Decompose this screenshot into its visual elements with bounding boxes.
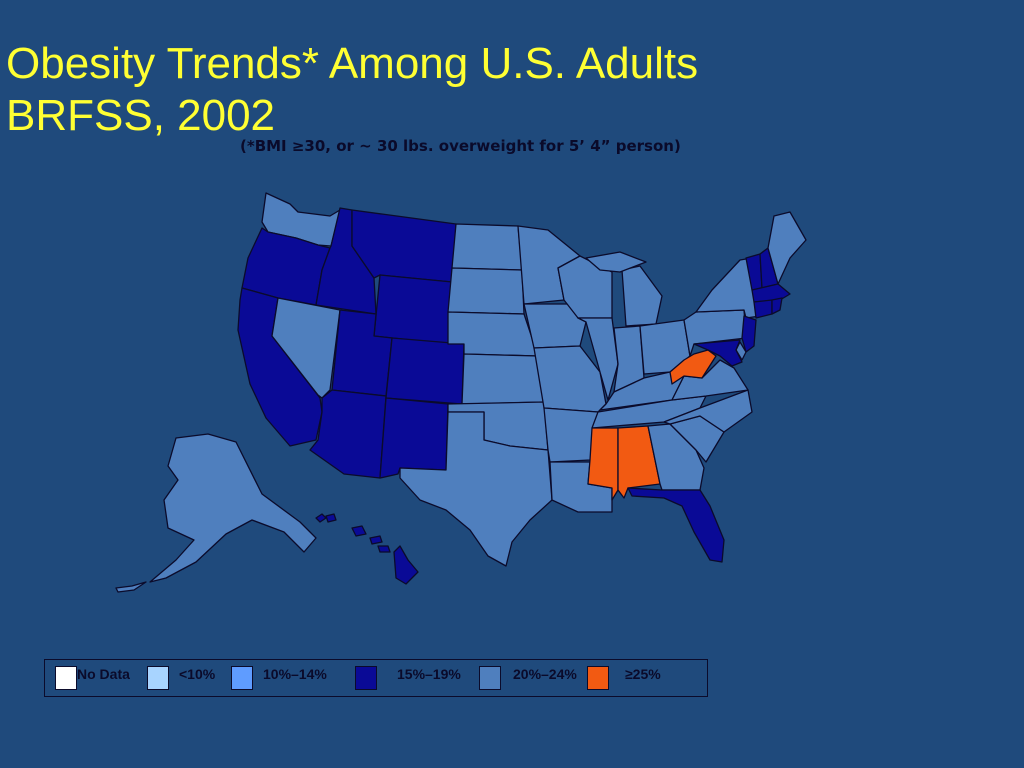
state-ak: [149, 433, 317, 583]
map-legend: No Data <10% 10%–14% 15%–19% 20%–24% ≥25…: [44, 659, 708, 697]
legend-label: ≥25%: [625, 666, 661, 682]
state-co: [385, 337, 465, 405]
legend-swatch: [147, 666, 169, 690]
state-fl: [627, 487, 725, 563]
state-hi: [315, 513, 419, 585]
title-line-1: Obesity Trends* Among U.S. Adults: [6, 39, 699, 88]
page-title: Obesity Trends* Among U.S. Adults BRFSS,…: [6, 38, 698, 142]
state-wv: [669, 349, 717, 385]
title-line-2: BRFSS, 2002: [6, 91, 276, 140]
state-az: [309, 389, 387, 479]
legend-swatch: [479, 666, 501, 690]
state-me: [767, 211, 807, 285]
legend-swatch: [355, 666, 377, 690]
legend-label: <10%: [179, 666, 216, 682]
legend-label: 15%–19%: [397, 666, 461, 682]
state-ak-chain: [115, 581, 147, 593]
state-tx: [399, 411, 553, 567]
state-nc: [663, 389, 753, 433]
bmi-footnote: (*BMI ≥30, or ~ 30 lbs. overweight for 5…: [240, 137, 681, 155]
state-ma: [751, 283, 791, 303]
state-wy: [373, 274, 453, 345]
state-nd: [451, 223, 523, 271]
state-ri: [771, 297, 783, 315]
state-ks: [461, 353, 545, 405]
legend-label: No Data: [77, 666, 130, 682]
state-mi: [621, 265, 663, 327]
state-ar: [543, 407, 599, 463]
state-mi-up: [585, 251, 647, 273]
legend-label: 10%–14%: [263, 666, 327, 682]
legend-swatch: [231, 666, 253, 690]
state-sd: [447, 267, 525, 315]
legend-swatch: [587, 666, 609, 690]
legend-label: 20%–24%: [513, 666, 577, 682]
legend-swatch: [55, 666, 77, 690]
state-ct: [753, 299, 773, 319]
state-nj: [741, 315, 757, 353]
state-md: [693, 339, 743, 367]
state-nm: [379, 397, 449, 479]
